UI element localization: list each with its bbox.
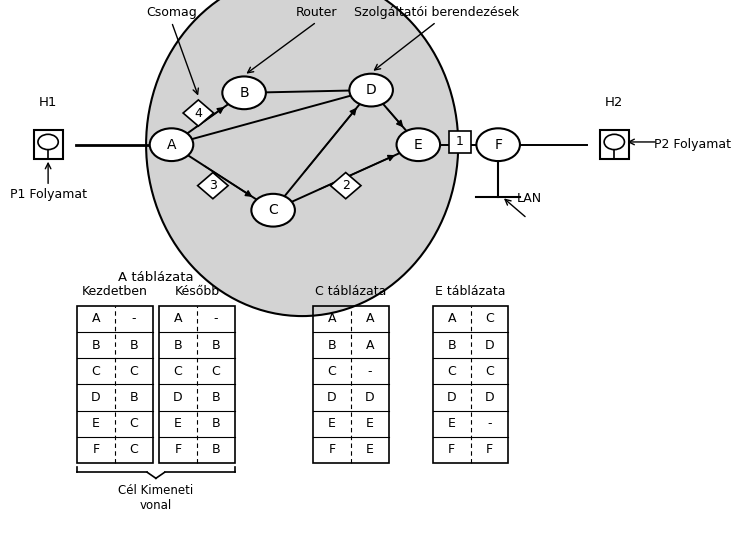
Text: E: E — [328, 417, 336, 430]
Circle shape — [477, 128, 520, 161]
Circle shape — [251, 194, 295, 227]
Text: E: E — [174, 417, 182, 430]
Circle shape — [150, 128, 193, 161]
Text: C táblázata: C táblázata — [315, 284, 386, 298]
Text: D: D — [485, 391, 495, 404]
Text: B: B — [211, 417, 220, 430]
Text: F: F — [448, 443, 455, 456]
Text: D: D — [91, 391, 101, 404]
Text: C: C — [327, 365, 336, 378]
Text: Csomag: Csomag — [146, 6, 197, 19]
Bar — [34, 130, 63, 159]
Text: 4: 4 — [195, 106, 202, 120]
Text: C: C — [485, 365, 494, 378]
Text: LAN: LAN — [516, 192, 542, 205]
Ellipse shape — [146, 0, 458, 316]
Text: C: C — [92, 365, 101, 378]
Text: A: A — [167, 138, 176, 152]
Text: B: B — [211, 391, 220, 404]
Text: 3: 3 — [209, 179, 217, 192]
Text: F: F — [93, 443, 99, 456]
Text: A táblázata: A táblázata — [118, 271, 194, 284]
Text: B: B — [239, 86, 249, 100]
Text: C: C — [269, 203, 278, 217]
Text: Szolgáltatói berendezések: Szolgáltatói berendezések — [354, 6, 519, 19]
Circle shape — [397, 128, 440, 161]
Text: D: D — [365, 391, 374, 404]
Text: A: A — [366, 312, 374, 325]
Text: E: E — [92, 417, 100, 430]
Text: Kezdetben: Kezdetben — [82, 284, 148, 298]
Text: P1 Folyamat: P1 Folyamat — [10, 188, 87, 201]
Text: F: F — [494, 138, 502, 152]
Text: -: - — [487, 417, 492, 430]
Text: Később: Később — [175, 284, 219, 298]
Text: E: E — [366, 443, 374, 456]
Text: F: F — [175, 443, 181, 456]
Text: P2 Folyamat: P2 Folyamat — [654, 138, 731, 151]
Text: D: D — [485, 339, 495, 352]
Text: B: B — [448, 339, 456, 352]
Text: D: D — [173, 391, 183, 404]
Text: 1: 1 — [456, 135, 463, 149]
Text: -: - — [368, 365, 372, 378]
Text: H2: H2 — [605, 96, 624, 109]
Text: C: C — [129, 365, 138, 378]
Text: C: C — [485, 312, 494, 325]
Text: A: A — [366, 339, 374, 352]
Text: B: B — [211, 443, 220, 456]
Bar — [77, 306, 153, 463]
Text: E: E — [366, 417, 374, 430]
Text: C: C — [129, 443, 138, 456]
Polygon shape — [183, 100, 213, 126]
Text: C: C — [448, 365, 456, 378]
Text: Cél Kimeneti
vonal: Cél Kimeneti vonal — [119, 484, 193, 512]
Text: B: B — [92, 339, 100, 352]
Text: E táblázata: E táblázata — [436, 284, 506, 298]
Text: D: D — [447, 391, 457, 404]
Text: C: C — [174, 365, 183, 378]
Text: D: D — [366, 83, 377, 97]
Text: 2: 2 — [342, 179, 350, 192]
Text: Router: Router — [296, 6, 337, 19]
Text: C: C — [129, 417, 138, 430]
Text: -: - — [213, 312, 218, 325]
Text: E: E — [448, 417, 456, 430]
Text: B: B — [327, 339, 336, 352]
Text: F: F — [328, 443, 336, 456]
Text: C: C — [211, 365, 220, 378]
Polygon shape — [198, 173, 228, 199]
Bar — [600, 130, 629, 159]
Text: D: D — [327, 391, 336, 404]
Polygon shape — [330, 173, 361, 199]
Text: -: - — [131, 312, 136, 325]
Text: B: B — [174, 339, 182, 352]
Text: A: A — [174, 312, 182, 325]
Text: H1: H1 — [39, 96, 57, 109]
Circle shape — [349, 74, 393, 106]
Text: A: A — [327, 312, 336, 325]
Text: E: E — [414, 138, 423, 152]
Bar — [313, 306, 389, 463]
Text: A: A — [92, 312, 100, 325]
Text: B: B — [211, 339, 220, 352]
Text: B: B — [130, 391, 138, 404]
Bar — [159, 306, 235, 463]
Text: A: A — [448, 312, 456, 325]
Text: F: F — [486, 443, 493, 456]
Bar — [449, 131, 471, 153]
Circle shape — [222, 76, 266, 109]
Bar — [433, 306, 508, 463]
Text: B: B — [130, 339, 138, 352]
